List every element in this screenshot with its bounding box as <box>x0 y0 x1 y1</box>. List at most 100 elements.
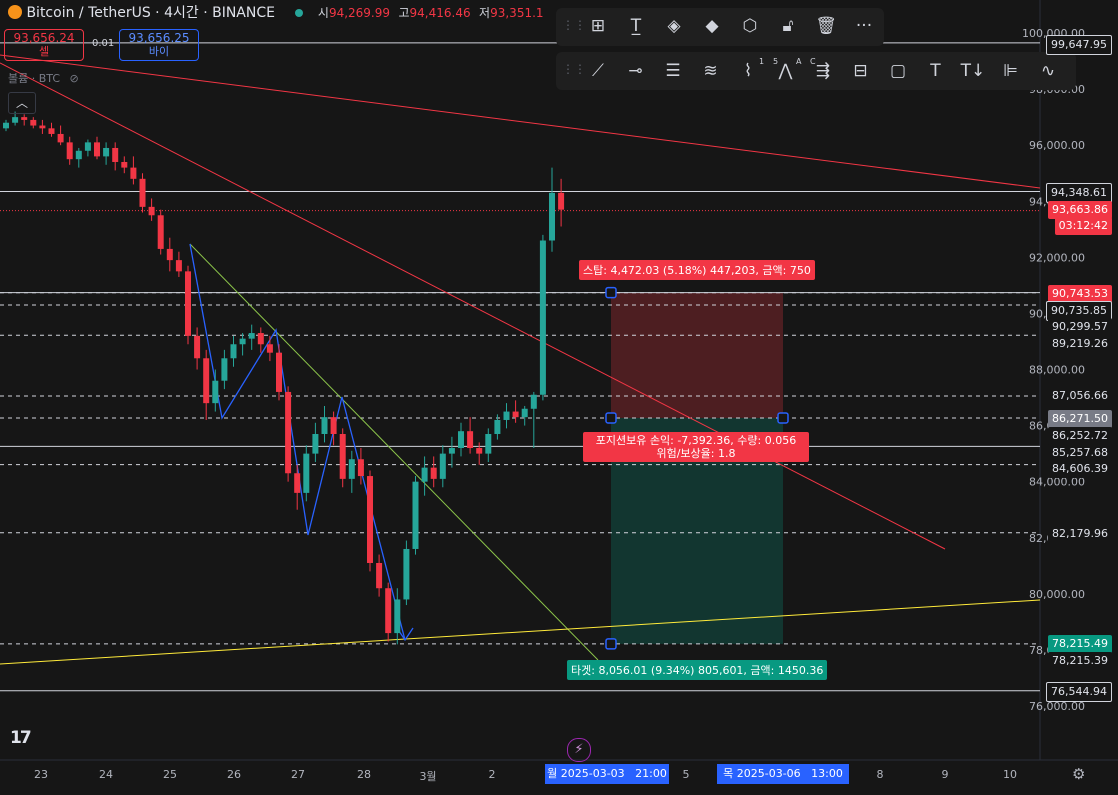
trend-line <box>189 243 599 661</box>
candle <box>185 271 191 336</box>
market-status-dot-icon <box>295 9 304 17</box>
candle <box>412 481 419 549</box>
price-level-label: 99,647.95 <box>1046 35 1112 55</box>
bar-countdown: 03:12:42 <box>1054 217 1112 235</box>
drawing-toolbar: ⋮⋮ <box>556 8 884 46</box>
time-tick-label: 26 <box>227 768 241 781</box>
time-tick-label: 27 <box>291 768 305 781</box>
candle <box>503 411 510 420</box>
candle <box>321 417 328 434</box>
pnl-line2: 위험/보상율: 1.8 <box>656 447 736 460</box>
color-drop-icon[interactable]: ◆ <box>705 16 719 36</box>
parallel-channel-icon[interactable]: ☰ <box>665 61 681 81</box>
candle <box>558 192 565 210</box>
time-tick-label: 10 <box>1003 768 1017 781</box>
drag-handle-icon[interactable]: ⋮⋮ <box>562 62 586 76</box>
candle <box>3 122 9 129</box>
more-icon[interactable]: ··· <box>855 16 873 36</box>
candle <box>39 125 46 129</box>
candle <box>94 142 100 157</box>
time-tick-label: 28 <box>357 768 371 781</box>
candle <box>421 467 428 482</box>
high-label: 고 <box>398 6 410 20</box>
rectangle-icon[interactable]: ▢ <box>889 61 907 81</box>
chart-settings-gear-icon[interactable]: ⚙ <box>1072 765 1086 783</box>
buy-button[interactable]: 93,656.25 바이 <box>119 29 199 61</box>
candle <box>21 117 28 120</box>
replay-icon[interactable]: ⚡ <box>567 738 591 762</box>
candle <box>230 344 237 359</box>
range-start-label: 월 2025-03-03 21:00 <box>545 764 669 784</box>
wave-label: 5 <box>773 57 779 66</box>
trend-line <box>0 599 1041 665</box>
fib-retracement-icon[interactable]: ≋ <box>703 61 718 81</box>
price-level-label: 76,544.94 <box>1046 682 1112 702</box>
volume-label: 볼륨 · BTC <box>8 72 61 85</box>
hexagon-settings-icon[interactable]: ⬡ <box>742 16 758 36</box>
candle <box>494 419 501 434</box>
time-tick-label: 9 <box>941 768 949 781</box>
symbol-title[interactable]: Bitcoin / TetherUS · 4시간 · BINANCE <box>26 5 275 21</box>
fill-bucket-icon[interactable]: ◈ <box>667 16 681 36</box>
open-value: 94,269.99 <box>328 6 391 20</box>
candle <box>430 467 437 479</box>
sell-price: 93,656.24 <box>13 31 75 45</box>
candle <box>257 333 264 345</box>
volume-profile-icon[interactable]: ⊫ <box>1003 61 1018 81</box>
price-range-icon[interactable]: ⊟ <box>853 61 868 81</box>
elliott-wave-icon[interactable]: ⌇ <box>743 61 753 81</box>
price-tick-label: 76,000.00 <box>1029 700 1085 713</box>
candle <box>485 433 492 454</box>
price-tick-label: 92,000.00 <box>1029 251 1085 264</box>
abcd-pattern-icon[interactable]: ⋀ <box>778 61 793 81</box>
price-level-label: 90,299.57 <box>1048 318 1112 336</box>
pnl-line1: 포지션보유 손익: -7,392.36, 수량: 0.056 <box>595 434 797 447</box>
tradingview-logo[interactable]: 17 <box>10 728 32 748</box>
candle <box>130 167 137 179</box>
candle <box>294 473 301 493</box>
candle <box>194 335 201 359</box>
candle <box>367 476 373 563</box>
candle <box>448 448 455 454</box>
trend-line-icon[interactable]: ⟋ <box>592 61 604 81</box>
sell-label: 셀 <box>38 45 50 58</box>
date-range-icon[interactable]: ⇶ <box>815 61 831 81</box>
candle <box>276 352 282 392</box>
candle <box>385 588 392 634</box>
unlock-icon[interactable]: 🔓︎ <box>782 16 794 36</box>
eye-off-icon[interactable]: ⊘ <box>69 72 79 85</box>
price-level-label: 86,252.72 <box>1048 427 1112 445</box>
candle <box>66 142 73 160</box>
candle <box>303 453 310 493</box>
trash-icon[interactable]: 🗑︎ <box>815 16 837 36</box>
candle <box>439 453 446 479</box>
candle <box>403 548 410 600</box>
collapse-legend-button[interactable]: ︿ <box>8 92 36 114</box>
price-tick-label: 96,000.00 <box>1029 139 1085 152</box>
price-level-label: 94,348.61 <box>1046 183 1112 203</box>
text-tool-icon[interactable]: T̲ <box>630 16 642 36</box>
time-tick-label: 5 <box>682 768 690 781</box>
wave-label: 1 <box>759 57 765 66</box>
symbol-logo-icon <box>8 5 22 19</box>
time-tick-label: 3월 <box>419 770 437 783</box>
text-anchor-icon[interactable]: T↓ <box>960 61 986 81</box>
order-qty[interactable]: 0.01 <box>92 38 115 49</box>
sell-button[interactable]: 93,656.24 셀 <box>4 29 84 61</box>
drag-handle-icon[interactable]: ⋮⋮ <box>562 18 586 32</box>
candle <box>157 215 164 249</box>
trend-line <box>0 54 1041 189</box>
candle <box>394 599 401 634</box>
path-icon[interactable]: ∿ <box>1040 61 1056 81</box>
candle <box>512 411 519 418</box>
horizontal-ray-icon[interactable]: ⊸ <box>628 61 643 81</box>
symbol-header: Bitcoin / TetherUS · 4시간 · BINANCE 시94,2… <box>8 0 544 26</box>
candle <box>57 133 64 143</box>
text-icon[interactable]: T <box>930 61 941 81</box>
candle <box>112 147 119 162</box>
layout-grid-icon[interactable]: ⊞ <box>590 16 606 36</box>
candle <box>148 206 155 216</box>
candle <box>530 394 537 409</box>
